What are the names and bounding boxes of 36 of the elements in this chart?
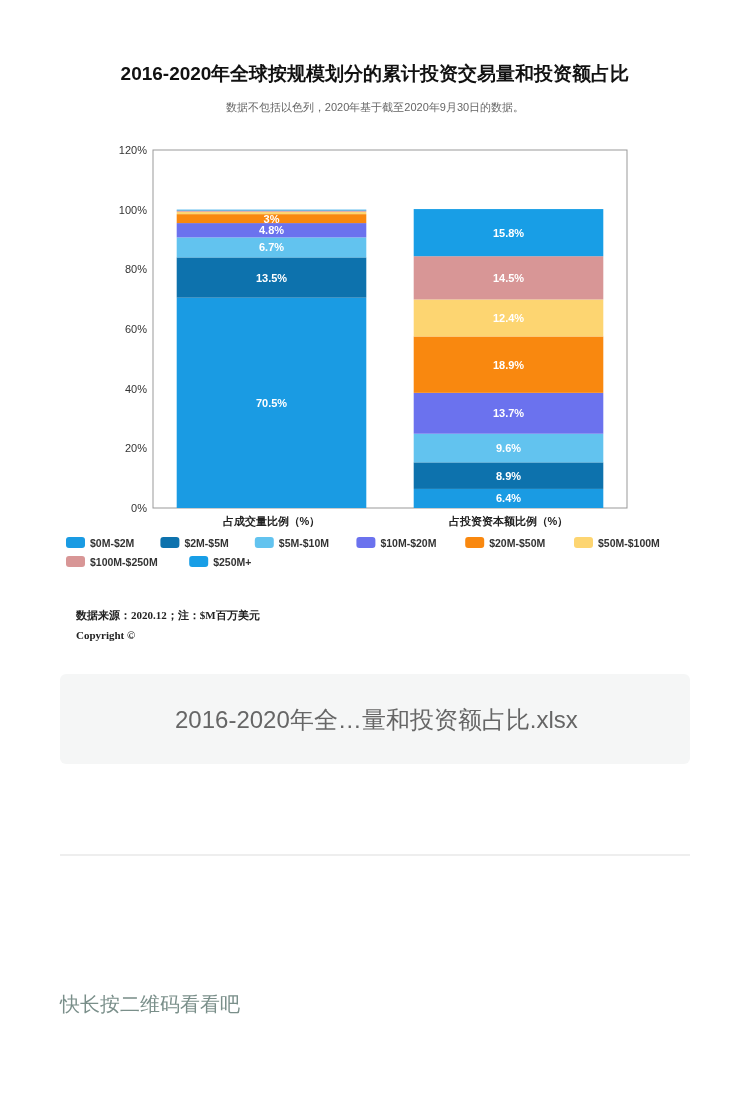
data-label: 12.4% (492, 311, 525, 324)
data-label: 13.5% (255, 271, 288, 284)
chart-title: 2016-2020年全球按规模划分的累计投资交易量和投资额占比 (120, 63, 630, 84)
y-tick-label: 0% (131, 502, 148, 514)
legend-label: $2M-$5M (184, 537, 229, 549)
y-tick-label: 120% (118, 144, 148, 156)
y-tick-label: 80% (124, 263, 148, 276)
y-tick-label: 20% (124, 442, 148, 455)
legend-label: $250M+ (213, 556, 252, 568)
data-label: 4.8% (258, 224, 285, 237)
data-label: 3% (263, 212, 280, 225)
text: 快长按二维码看看吧 (59, 993, 240, 1015)
y-tick-label: 100% (118, 203, 148, 216)
y-tick-label: 60% (124, 323, 148, 335)
data-label: 18.9% (492, 358, 525, 371)
data-label: 13.7% (492, 407, 525, 420)
data-label: 70.5% (255, 396, 288, 409)
x-tick-label: 占投资资本额比例（%） (448, 515, 569, 528)
text: 2016-2020年全…量和投资额占比.xlsx (175, 706, 578, 733)
data-label: 8.9% (495, 469, 522, 482)
data-label: 9.6% (495, 442, 522, 455)
text: Copyright © (76, 629, 136, 641)
data-label: 14.5% (492, 271, 525, 284)
source-note: 数据来源：2020.12；注：$M百万美元 (75, 609, 260, 621)
legend-label: $0M-$2M (90, 537, 135, 549)
chart-subtitle: 数据不包括以色列，2020年基于截至2020年9月30日的数据。 (225, 101, 525, 113)
legend-label: $10M-$20M (380, 537, 437, 549)
data-label: 15.8% (492, 226, 525, 239)
legend-label: $5M-$10M (278, 537, 330, 549)
data-label: 6.7% (258, 241, 285, 254)
legend-label: $50M-$100M (598, 537, 661, 549)
x-tick-label: 占成交量比例（%） (222, 515, 321, 528)
legend-label: $20M-$50M (489, 537, 546, 549)
y-tick-label: 40% (124, 382, 148, 395)
data-label: 6.4% (495, 492, 522, 505)
legend-label: $100M-$250M (90, 556, 158, 568)
